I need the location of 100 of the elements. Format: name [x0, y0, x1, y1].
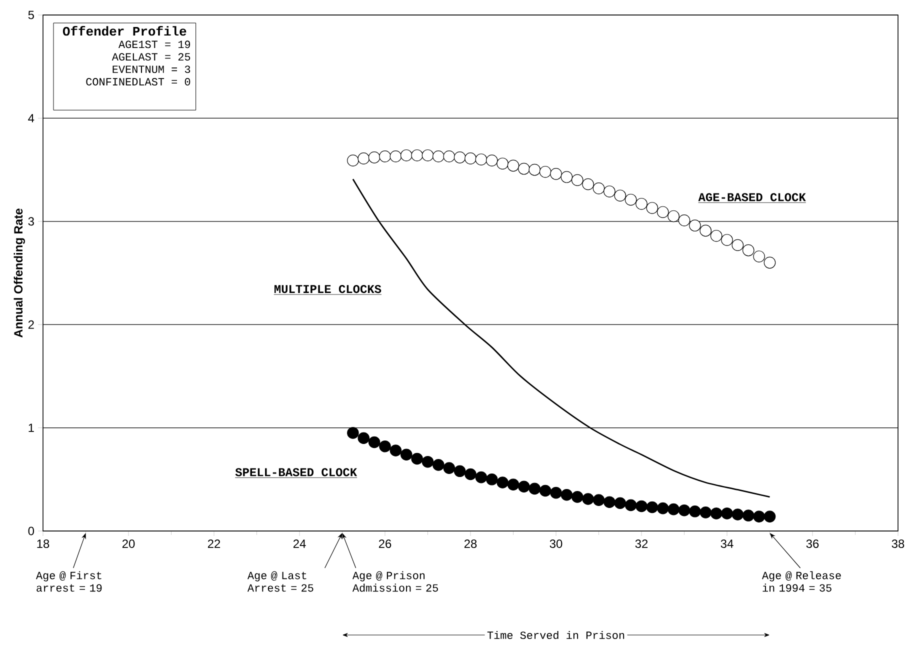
- x-tick-label: 28: [464, 540, 477, 548]
- point: [454, 152, 466, 164]
- point: [432, 150, 444, 162]
- point: [668, 210, 680, 222]
- point: [475, 471, 488, 484]
- point: [368, 152, 380, 164]
- y-tick-label: 1: [28, 424, 34, 432]
- point: [496, 158, 508, 170]
- x-tick-label: 32: [635, 540, 648, 548]
- point: [400, 448, 412, 461]
- point: [636, 198, 648, 210]
- point: [560, 488, 573, 501]
- point: [689, 505, 701, 518]
- point: [539, 166, 552, 178]
- point: [550, 168, 562, 180]
- point: [400, 149, 412, 162]
- point: [656, 502, 669, 514]
- point: [582, 178, 594, 190]
- point: [646, 501, 658, 514]
- point: [721, 234, 733, 246]
- point: [721, 508, 733, 520]
- y-tick-label: 0: [28, 526, 34, 536]
- point: [732, 239, 744, 252]
- point: [496, 476, 508, 488]
- point: [604, 186, 616, 198]
- x-tick-label: 24: [293, 540, 306, 548]
- point: [764, 510, 776, 522]
- point: [753, 510, 765, 522]
- text: Age @ Prison Admission = 25: [352, 571, 438, 592]
- x-tick-label: 38: [892, 540, 904, 548]
- point: [700, 506, 712, 518]
- point: [358, 432, 370, 444]
- y-axis-title: Annual Offending Rate: [14, 208, 25, 338]
- point: [390, 150, 402, 162]
- annotation: Offender Profile: [62, 26, 186, 36]
- point: [678, 214, 690, 226]
- point: [636, 500, 648, 512]
- point: [528, 164, 541, 176]
- point: [443, 462, 456, 474]
- point: [464, 152, 476, 164]
- x-tick-label: 26: [378, 540, 392, 548]
- point: [614, 497, 626, 510]
- point: [358, 152, 370, 164]
- point: [764, 256, 776, 269]
- point: [710, 508, 722, 520]
- point: [753, 250, 765, 262]
- point: [411, 149, 423, 162]
- point: [592, 494, 605, 506]
- point: [560, 171, 573, 183]
- point: [678, 504, 690, 516]
- point: [571, 491, 584, 503]
- text: Age @ Last Arrest = 25: [247, 571, 314, 592]
- point: [518, 480, 530, 493]
- point: [390, 444, 402, 456]
- point: [475, 154, 488, 166]
- x-tick-label: 30: [550, 540, 562, 548]
- series-label: AGE-BASED CLOCK: [698, 193, 806, 202]
- point: [656, 206, 669, 218]
- point: [507, 478, 520, 490]
- text: Age @ Release in 1994 = 35: [762, 571, 841, 592]
- annotation: AGE1ST = 19: [118, 40, 190, 48]
- y-tick-label: 2: [28, 320, 34, 329]
- y-tick-label: 5: [28, 10, 34, 20]
- point: [592, 182, 605, 194]
- point: [518, 162, 530, 175]
- point: [379, 150, 391, 162]
- point: [582, 493, 594, 505]
- point: [571, 174, 584, 186]
- point: [347, 427, 359, 439]
- point: [539, 484, 552, 497]
- point: [507, 160, 520, 172]
- point: [604, 496, 616, 508]
- x-tick-label: 34: [720, 540, 734, 548]
- point: [710, 230, 722, 242]
- point: [454, 465, 466, 478]
- point: [486, 474, 498, 486]
- point: [668, 503, 680, 516]
- point: [742, 510, 754, 522]
- point: [689, 220, 701, 232]
- y-tick-label: 3: [28, 217, 34, 226]
- point: [614, 190, 626, 202]
- point: [368, 436, 380, 448]
- point: [347, 154, 359, 166]
- x-tick-label: 20: [122, 540, 135, 548]
- point: [443, 150, 456, 162]
- annotation: AGELAST = 25: [112, 53, 190, 61]
- text: MULTIPLE CLOCKS: [274, 284, 382, 294]
- point: [528, 482, 541, 495]
- point: [646, 202, 658, 214]
- point: [742, 244, 754, 256]
- x-tick-label: 36: [806, 540, 819, 548]
- text: SPELL-BASED CLOCK: [235, 468, 358, 476]
- y-tick-label: 4: [28, 114, 34, 122]
- point: [550, 486, 562, 499]
- point: [422, 149, 434, 162]
- point: [422, 456, 434, 468]
- x-tick-label: 18: [37, 540, 50, 548]
- annotation: CONFINEDLAST = 0: [86, 78, 190, 86]
- point: [732, 508, 744, 520]
- point: [624, 499, 637, 512]
